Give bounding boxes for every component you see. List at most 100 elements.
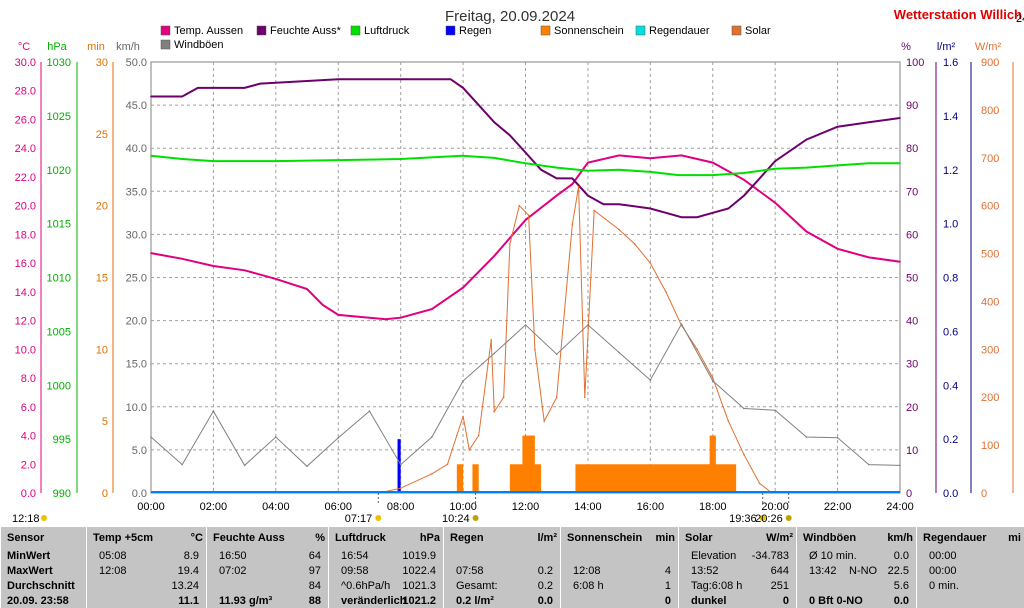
data-point [649, 262, 652, 264]
stats-row: 12:08 19.4 [87, 564, 207, 579]
legend-label: Windböen [174, 39, 224, 51]
data-point [899, 260, 901, 263]
stats-cell-time: 16:54 [341, 550, 369, 562]
stats-header: Luftdruck hPa [329, 531, 444, 546]
tick-label-temp: 10.0 [15, 344, 36, 356]
data-point [899, 117, 901, 119]
right-axes: 0 10 20 30 40 50 60 70 80 90 100 0.0 0.2 0.4 0.6 0.8 1.0… [906, 57, 999, 500]
stats-cell-time: 13:52 [691, 565, 719, 577]
data-point [337, 314, 340, 316]
tick-label-temp: 6.0 [21, 402, 36, 414]
legend-swatch [445, 25, 456, 36]
data-point [649, 157, 652, 160]
tick-label-rain: 0.4 [943, 380, 958, 392]
data-point [431, 78, 433, 81]
tick-label-temp: 12.0 [15, 316, 36, 328]
tick-label-temp: 2.0 [21, 459, 36, 471]
legend-label: Solar [745, 25, 771, 37]
stats-cell-time: 00:00 [929, 550, 957, 562]
stats-row: 00:00 [917, 564, 1024, 579]
chart-title: Freitag, 20.09.2024 [445, 8, 575, 25]
time-marker-label: 19:36 [729, 513, 757, 525]
stats-row: 13:52 644 [679, 564, 797, 579]
data-point [306, 288, 308, 290]
tick-label-percent: 80 [906, 143, 918, 155]
tick-label-temp: 8.0 [21, 373, 36, 385]
x-tick-label: 00:00 [137, 501, 165, 513]
tick-label-rain: 0.6 [943, 326, 958, 338]
stats-cell-time: 07:58 [456, 565, 484, 577]
data-point [743, 172, 745, 174]
data-point [743, 194, 745, 197]
tick-label-wind: 35.0 [126, 186, 147, 198]
tick-label-percent: 60 [906, 229, 918, 241]
data-point [758, 177, 761, 180]
stats-header-label: Temp +5cm [93, 532, 154, 544]
tick-label-minutes: 0 [102, 488, 108, 500]
stats-header: Regendauer mi [917, 531, 1024, 546]
x-axis: 00:00 02:00 04:00 06:00 08:00 10:00 12:00 14:00… [137, 501, 914, 513]
data-point [665, 212, 667, 214]
data-point [593, 209, 595, 212]
data-point [805, 138, 808, 141]
data-point [462, 415, 464, 418]
stats-cell-time: 12:08 [99, 565, 127, 577]
data-point [243, 269, 246, 272]
data-point [462, 87, 464, 89]
data-point [555, 194, 558, 197]
stats-cell-time: Elevation [691, 550, 737, 562]
stats-row: 11.1 [87, 594, 207, 608]
grid [151, 62, 900, 493]
stats-header-unit: km/h [887, 532, 913, 544]
tick-label-solar: 300 [981, 344, 999, 356]
data-point [212, 160, 215, 162]
data-point [587, 194, 589, 197]
data-point [212, 265, 215, 267]
stats-cell-value: 1019.9 [402, 550, 436, 562]
stats-cell-time: 20.09. 23:58 [7, 595, 69, 607]
x-tick-label: 06:00 [324, 501, 352, 513]
stats-cell-time: Durchschnitt [7, 580, 75, 592]
data-point [867, 256, 870, 259]
data-point [743, 453, 745, 456]
data-point [275, 436, 277, 438]
stats-row: Elevation -34.783 [679, 549, 797, 564]
legend-label: Regendauer [649, 25, 710, 37]
legend-swatch [350, 25, 361, 36]
left-time-label: 12:18 [12, 513, 40, 525]
data-point [468, 449, 471, 451]
data-point [577, 185, 580, 188]
sun-moon-markers: 07:17 19:36 10:24 20:26 12:18 24 [12, 13, 1024, 525]
tick-label-rain: 1.6 [943, 57, 958, 69]
axis-unit-label: min [87, 41, 105, 53]
sun-icon [41, 515, 47, 521]
data-point [477, 434, 480, 437]
tick-label-minutes: 30 [96, 57, 108, 69]
stats-cell-time: 07:02 [219, 565, 247, 577]
data-point [150, 436, 152, 438]
data-point [899, 464, 901, 467]
stats-row: Tag:6:08 h 251 [679, 579, 797, 594]
stats-row: MinWert [1, 549, 87, 564]
data-point [571, 183, 574, 185]
axis-unit-label: l/m² [937, 41, 956, 53]
stats-cell-value: 0.0 [893, 595, 909, 607]
tick-label-percent: 100 [906, 57, 924, 69]
tick-label-wind: 40.0 [126, 143, 147, 155]
tick-label-temp: 18.0 [15, 229, 36, 241]
stats-row: veränderlich 1021.2 [329, 594, 444, 608]
tick-label-pressure: 1030 [47, 57, 71, 69]
data-point [399, 487, 402, 490]
stats-row: Durchschnitt [1, 579, 87, 594]
data-point [583, 396, 586, 399]
data-point [836, 164, 839, 167]
legend-swatch [540, 25, 551, 36]
data-point [509, 243, 511, 245]
stats-header-unit: l/m² [537, 532, 557, 544]
data-point [540, 168, 542, 171]
data-point [212, 410, 215, 412]
tick-label-temp: 16.0 [15, 258, 36, 270]
stats-cell-value: 64 [308, 550, 321, 562]
stats-column: Solar W/m² Elevation -34.783 13:52 644 Tag:6:0… [678, 527, 797, 608]
axis-units: °C hPa min km/h% l/m² W/m² [18, 41, 1002, 53]
